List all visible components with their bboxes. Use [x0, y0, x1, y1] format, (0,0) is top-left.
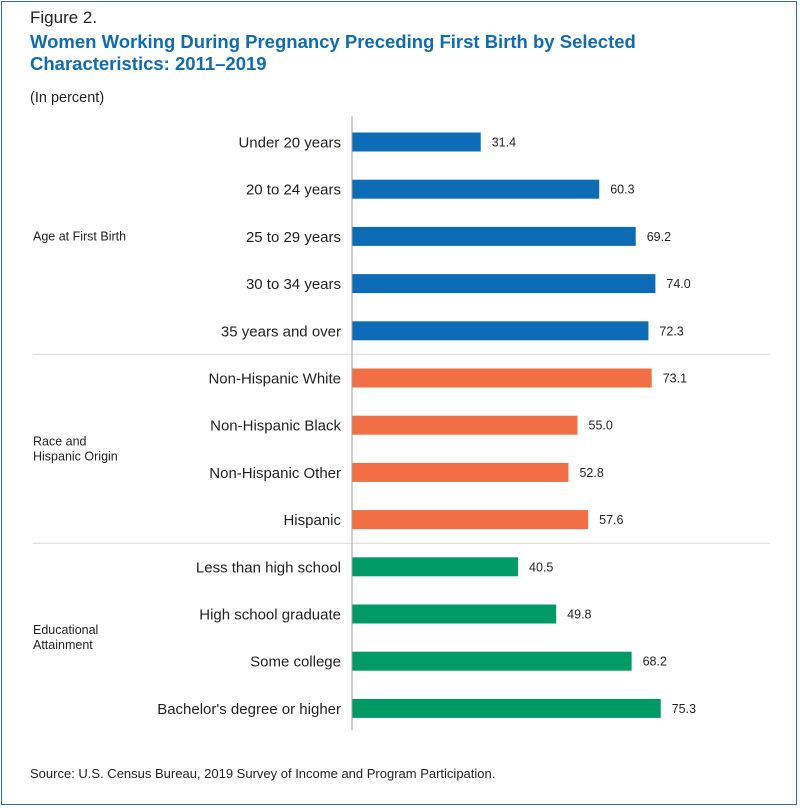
value-label: 40.5	[529, 560, 553, 574]
category-label: Hispanic	[283, 512, 341, 529]
value-label: 73.1	[663, 372, 687, 386]
bar	[352, 651, 632, 671]
group-label: Attainment	[33, 638, 93, 652]
category-label: Non-Hispanic White	[208, 371, 341, 388]
bar	[352, 132, 481, 152]
chart-subtitle: (In percent)	[30, 90, 105, 106]
source-note: Source: U.S. Census Bureau, 2019 Survey …	[30, 766, 496, 781]
bar	[352, 179, 600, 199]
group-label: Race and	[33, 434, 87, 448]
category-label: Non-Hispanic Black	[210, 418, 341, 435]
category-label: 25 to 29 years	[246, 229, 341, 246]
category-label: Some college	[250, 654, 341, 671]
value-label: 49.8	[567, 608, 591, 622]
value-label: 74.0	[666, 277, 690, 291]
bar	[352, 557, 519, 577]
category-label: Under 20 years	[238, 135, 341, 152]
value-label: 60.3	[610, 183, 634, 197]
category-label: Bachelor's degree or higher	[157, 701, 341, 718]
category-label: 30 to 34 years	[246, 276, 341, 293]
category-label: High school graduate	[199, 607, 341, 624]
value-label: 31.4	[492, 136, 516, 150]
bar	[352, 368, 652, 388]
category-label: Less than high school	[196, 559, 341, 576]
category-label: Non-Hispanic Other	[209, 465, 341, 482]
value-label: 55.0	[589, 419, 613, 433]
bar	[352, 510, 589, 530]
figure-label: Figure 2.	[30, 8, 98, 27]
bar	[352, 698, 661, 718]
group-label: Hispanic Origin	[33, 449, 118, 463]
bar	[352, 462, 569, 482]
bar	[352, 415, 578, 435]
value-label: 72.3	[659, 324, 683, 338]
bar	[352, 226, 636, 246]
group-label: Educational	[33, 623, 98, 637]
group-label: Age at First Birth	[33, 229, 126, 243]
bar	[352, 604, 557, 624]
category-label: 20 to 24 years	[246, 182, 341, 199]
chart-title: Women Working During Pregnancy Preceding…	[30, 31, 636, 74]
value-label: 68.2	[643, 655, 667, 669]
bar	[352, 321, 649, 341]
value-label: 52.8	[579, 466, 603, 480]
value-label: 75.3	[672, 702, 696, 716]
category-label: 35 years and over	[221, 323, 341, 340]
bar	[352, 274, 656, 294]
value-label: 57.6	[599, 513, 623, 527]
value-label: 69.2	[647, 230, 671, 244]
